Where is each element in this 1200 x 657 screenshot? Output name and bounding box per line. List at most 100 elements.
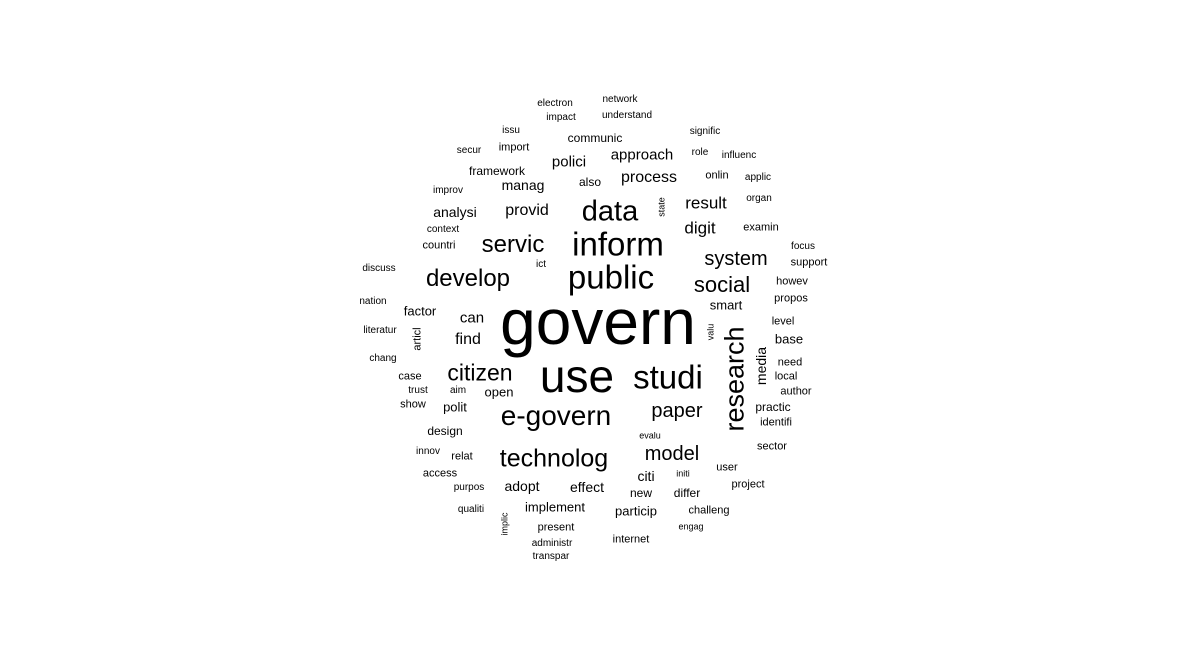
word-polit: polit	[443, 399, 467, 415]
word-use: use	[539, 350, 615, 402]
word-improv: improv	[432, 185, 464, 196]
word-literatur: literatur	[363, 325, 397, 336]
word-analysi: analysi	[433, 204, 477, 220]
word-public: public	[567, 258, 655, 296]
word-data: data	[581, 195, 639, 228]
word-network: network	[602, 94, 638, 105]
word-need: need	[777, 356, 803, 369]
word-communic: communic	[567, 131, 623, 145]
word-develop: develop	[425, 265, 511, 292]
word-inform: inform	[572, 225, 664, 263]
word-applic: applic	[744, 172, 772, 183]
word-effect: effect	[570, 479, 604, 495]
word-local: local	[774, 370, 798, 383]
word-impact: impact	[546, 112, 576, 123]
word-purpos: purpos	[453, 482, 485, 493]
word-e-govern: e-govern	[500, 400, 612, 431]
word-smart: smart	[709, 297, 743, 313]
word-understand: understand	[601, 110, 653, 121]
word-state: state	[656, 197, 667, 217]
word-howev: howev	[776, 275, 808, 288]
word-administr: administr	[531, 538, 573, 549]
word-social: social	[693, 272, 751, 297]
word-media: media	[753, 346, 769, 386]
word-engag: engag	[678, 521, 704, 532]
word-propos: propos	[774, 292, 808, 305]
word-artic-l: artic​l	[411, 327, 424, 351]
word-factor: factor	[403, 303, 437, 319]
word-servic: servic	[481, 231, 545, 258]
word-implement: implement	[525, 499, 585, 515]
word-relat: relat	[451, 450, 473, 463]
word-new: new	[629, 486, 653, 500]
word-focus: focus	[791, 241, 815, 252]
word-provid: provid	[505, 202, 549, 219]
word-studi: studi	[633, 358, 703, 396]
word-access: access	[422, 467, 458, 480]
word-role: role	[691, 147, 709, 158]
word-implic: implic	[499, 512, 510, 536]
word-internet: internet	[612, 533, 650, 546]
word-qualiti: qualiti	[457, 504, 485, 515]
word-influenc: influenc	[721, 150, 757, 161]
word-trust: trust	[408, 385, 428, 396]
word-citi: citi	[637, 468, 655, 484]
word-framework: framework	[468, 164, 526, 178]
word-import: import	[498, 141, 530, 154]
word-result: result	[685, 193, 727, 213]
word-show: show	[400, 398, 426, 411]
word-paper: paper	[651, 400, 703, 422]
word-ict: ict	[536, 259, 546, 270]
word-evalu: evalu	[639, 430, 661, 441]
word-find: find	[455, 331, 481, 348]
word-process: process	[620, 169, 678, 186]
word-context: context	[426, 224, 460, 235]
word-organ: organ	[746, 193, 772, 204]
word-digit: digit	[684, 218, 716, 238]
word-research: research	[719, 326, 750, 432]
word-secur: secur	[456, 145, 482, 156]
word-adopt: adopt	[504, 478, 540, 494]
word-model: model	[644, 443, 700, 465]
word-initi: initi	[676, 468, 690, 479]
word-govern: govern	[500, 286, 696, 358]
word-citizen: citizen	[447, 359, 513, 386]
word-present: present	[537, 521, 575, 534]
word-innov: innov	[416, 446, 440, 457]
word-nation: nation	[359, 296, 387, 307]
word-chang: chang	[369, 353, 397, 364]
word-countri: countri	[422, 239, 456, 252]
word-project: project	[731, 478, 765, 491]
word-user: user	[716, 461, 738, 474]
word-signific: signific	[689, 126, 721, 137]
word-valu: valu	[705, 323, 716, 341]
word-issu: issu	[502, 125, 520, 136]
word-can: can	[459, 309, 485, 327]
word-case: case	[398, 370, 422, 383]
word-approach: approach	[610, 146, 674, 164]
word-particip: particip	[615, 503, 657, 519]
word-onlin: onlin	[705, 169, 729, 182]
word-base: base	[774, 331, 804, 347]
word-polici: polici	[551, 153, 587, 171]
word-electron: electron	[537, 98, 573, 109]
word-design: design	[427, 424, 463, 438]
word-differ: differ	[673, 486, 701, 500]
word-author: author	[780, 385, 812, 398]
word-manag: manag	[501, 177, 545, 193]
word-technolog: technolog	[499, 444, 609, 473]
word-discuss: discuss	[362, 263, 396, 274]
word-transpar: transpar	[532, 551, 570, 562]
word-level: level	[771, 315, 795, 328]
word-challeng: challeng	[688, 504, 730, 517]
word-also: also	[578, 175, 602, 189]
word-practic: practic	[755, 400, 791, 414]
word-support: support	[790, 256, 828, 269]
word-open: open	[484, 384, 514, 400]
word-system: system	[704, 248, 768, 270]
word-aim: aim	[449, 385, 467, 396]
word-sector: sector	[757, 440, 787, 453]
word-examin: examin	[743, 221, 779, 234]
word-identifi: identifi	[760, 416, 792, 429]
